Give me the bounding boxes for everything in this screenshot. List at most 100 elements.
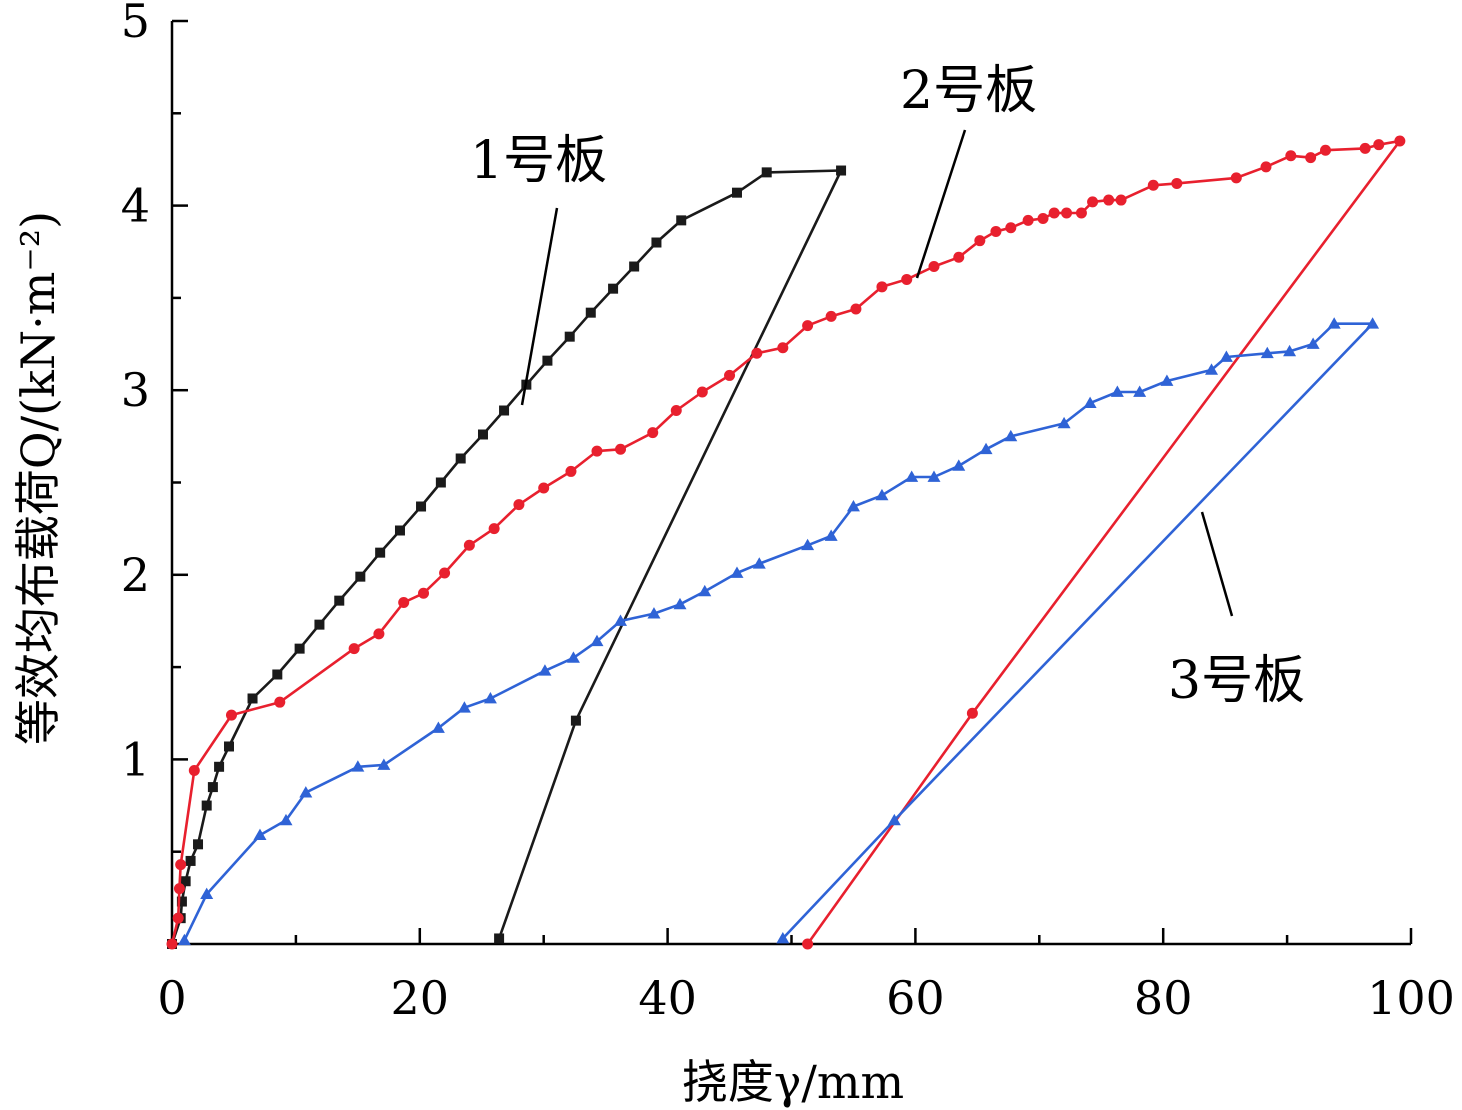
data-point: [802, 938, 814, 950]
data-point: [1205, 363, 1219, 375]
data-point: [499, 405, 510, 416]
data-point: [455, 453, 466, 464]
annotation-label-plate-2: 2号板: [900, 61, 1037, 121]
data-point: [651, 237, 662, 248]
data-point: [180, 876, 191, 887]
data-point: [927, 470, 941, 482]
data-point: [253, 828, 267, 840]
data-point: [1260, 346, 1274, 359]
data-point: [431, 721, 445, 733]
x-tick-label: 80: [1134, 971, 1193, 1025]
data-point: [1087, 196, 1099, 208]
series-2: [166, 135, 1406, 950]
data-point: [629, 261, 640, 272]
data-point: [1305, 152, 1317, 164]
data-point: [585, 307, 596, 318]
data-point: [1285, 150, 1297, 162]
annotation-layer: 1号板 2号板 3号板: [470, 61, 1305, 711]
annotation-label-plate-3: 3号板: [1168, 651, 1305, 711]
data-point: [201, 800, 212, 811]
data-point: [565, 465, 577, 477]
data-point: [377, 758, 391, 770]
y-axis-title: 等效均布载荷Q/(kN·m⁻²): [11, 211, 65, 745]
axes: 0 20 40 60 80 100 1 2 3 4 5: [121, 0, 1455, 1025]
data-point: [952, 459, 966, 471]
data-point: [974, 235, 986, 247]
data-point: [696, 386, 708, 398]
data-point: [850, 303, 862, 315]
data-point: [173, 883, 185, 895]
data-point: [777, 342, 789, 354]
data-point: [802, 320, 814, 332]
data-point: [1306, 337, 1320, 349]
data-point: [1022, 214, 1034, 226]
data-point: [483, 691, 497, 704]
y-tick-label: 4: [121, 179, 150, 233]
data-point: [979, 442, 993, 455]
data-point: [570, 715, 581, 726]
data-point: [272, 669, 283, 680]
data-point: [439, 567, 451, 579]
data-point: [990, 225, 1002, 237]
x-tick-label: 0: [157, 971, 186, 1025]
data-point: [351, 760, 365, 772]
data-point: [185, 855, 196, 866]
data-point: [200, 887, 214, 900]
data-point: [1061, 207, 1073, 219]
data-point: [966, 707, 978, 719]
data-point: [463, 539, 475, 551]
data-point: [591, 445, 603, 457]
data-point: [1103, 194, 1115, 206]
data-point: [1283, 344, 1297, 357]
data-point: [875, 488, 889, 501]
y-tick-label: 3: [121, 363, 150, 417]
data-point: [1260, 161, 1272, 173]
data-point: [299, 786, 313, 798]
data-point: [801, 538, 815, 551]
y-tick-label: 2: [121, 548, 150, 602]
data-point: [1366, 317, 1380, 329]
data-point: [1320, 144, 1332, 156]
data-point: [731, 187, 742, 198]
data-point: [953, 251, 965, 263]
data-point: [1133, 385, 1147, 397]
data-point: [1373, 139, 1385, 151]
data-point: [177, 933, 191, 946]
data-point: [214, 761, 225, 772]
data-point: [615, 443, 627, 455]
data-point: [166, 938, 178, 950]
data-point: [247, 693, 258, 704]
data-point: [542, 355, 553, 366]
data-point: [373, 628, 385, 640]
data-point: [901, 273, 913, 285]
data-point: [647, 427, 659, 439]
series-line: [183, 322, 1374, 941]
data-point: [398, 596, 410, 608]
data-point: [294, 643, 305, 654]
x-tick-label: 20: [391, 971, 450, 1025]
data-point: [928, 261, 940, 273]
data-point: [670, 405, 682, 417]
annotation-leader-plate-3: [1200, 511, 1234, 617]
data-point: [172, 912, 184, 924]
data-point: [334, 595, 345, 606]
data-point: [1037, 213, 1049, 225]
data-point: [513, 499, 525, 511]
annotation-leader-plate-1: [520, 207, 559, 406]
data-point: [608, 283, 619, 294]
data-point: [274, 696, 286, 708]
data-point: [175, 859, 187, 871]
data-point: [225, 709, 237, 721]
data-point: [730, 566, 744, 578]
data-point: [566, 651, 580, 663]
data-point: [538, 482, 550, 494]
annotation-label-plate-1: 1号板: [470, 131, 607, 191]
data-point: [1083, 396, 1097, 408]
data-point: [1327, 317, 1341, 329]
data-point: [314, 619, 325, 630]
data-point: [207, 782, 218, 793]
data-point: [1075, 207, 1087, 219]
data-point: [1057, 416, 1071, 429]
data-point: [418, 587, 430, 599]
data-point: [776, 931, 790, 944]
